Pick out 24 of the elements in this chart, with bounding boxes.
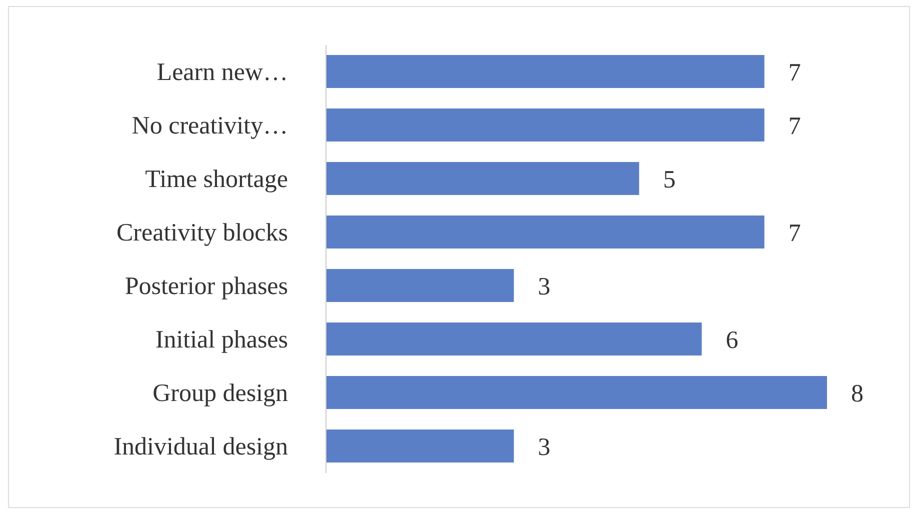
bar xyxy=(326,269,514,302)
y-tick-label: Individual design xyxy=(114,433,288,460)
data-label: 3 xyxy=(538,434,550,461)
y-tick-label: Creativity blocks xyxy=(116,219,288,246)
bar xyxy=(326,55,764,88)
bar xyxy=(326,162,640,195)
data-label: 6 xyxy=(726,326,738,354)
bar xyxy=(326,376,827,409)
y-tick-label: No creativity… xyxy=(132,112,288,140)
data-label: 7 xyxy=(788,220,801,247)
y-tick-label: Initial phases xyxy=(155,326,288,354)
bar xyxy=(326,430,514,462)
y-tick-label: Time shortage xyxy=(145,166,288,193)
data-label: 7 xyxy=(788,59,801,86)
data-label: 5 xyxy=(663,166,676,194)
y-tick-label: Posterior phases xyxy=(124,272,288,300)
data-label: 8 xyxy=(851,380,864,408)
bar xyxy=(326,216,764,248)
bar xyxy=(326,322,702,356)
y-tick-label: Learn new… xyxy=(156,58,288,86)
y-tick-label: Group design xyxy=(152,380,288,407)
data-label: 7 xyxy=(788,112,801,140)
bar xyxy=(326,108,764,142)
data-label: 3 xyxy=(538,273,550,300)
